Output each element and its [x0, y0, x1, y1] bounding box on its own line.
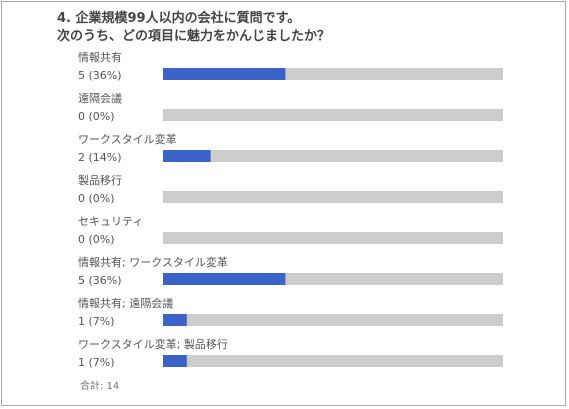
value-label: 0 (0%) [78, 110, 115, 123]
value-label: 2 (14%) [78, 151, 122, 164]
value-label: 5 (36%) [78, 274, 122, 287]
category-label: 遠隔会議 [78, 91, 122, 105]
category-label: ワークスタイル変革 [78, 132, 177, 146]
question-title-line1: 4. 企業規模99人以内の会社に質問です。 [57, 11, 301, 26]
bar [163, 150, 211, 162]
bar-track [163, 232, 503, 244]
value-label: 0 (0%) [78, 192, 115, 205]
category-label: 製品移行 [78, 173, 122, 187]
category-label: 情報共有 [78, 50, 122, 64]
value-label: 1 (7%) [78, 356, 115, 369]
total-count: 合計: 14 [80, 381, 120, 392]
category-label: 情報共有; 遠隔会議 [78, 296, 173, 310]
bar-track [163, 355, 503, 367]
value-label: 5 (36%) [78, 69, 122, 82]
question-title-line2: 次のうち、どの項目に魅力をかんじましたか？ [57, 29, 331, 44]
bar-track [163, 314, 503, 326]
bar [163, 355, 187, 367]
bar-track [163, 109, 503, 121]
bar [163, 68, 286, 80]
bar [163, 273, 286, 285]
value-label: 0 (0%) [78, 233, 115, 246]
bar [163, 314, 187, 326]
bar-track [163, 191, 503, 203]
value-label: 1 (7%) [78, 315, 115, 328]
bar-track [163, 150, 503, 162]
category-label: ワークスタイル変革; 製品移行 [78, 337, 228, 351]
question-title: 4. 企業規模99人以内の会社に質問です。 次のうち、どの項目に魅力をかんじまし… [57, 10, 330, 46]
category-label: セキュリティ [78, 215, 143, 228]
category-label: 情報共有; ワークスタイル変革 [78, 255, 228, 269]
